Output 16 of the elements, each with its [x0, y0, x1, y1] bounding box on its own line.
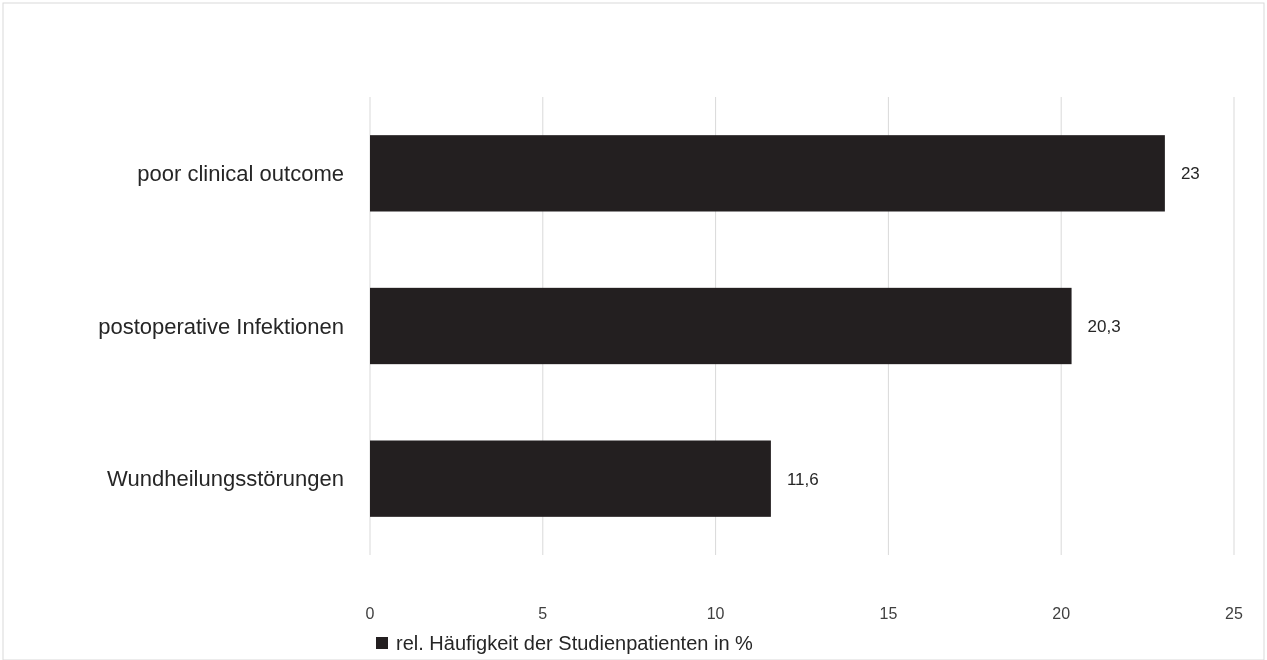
x-tick-label: 20 — [1052, 605, 1071, 622]
bar — [370, 440, 771, 517]
data-label: 23 — [1180, 164, 1200, 184]
x-tick-label: 15 — [879, 605, 898, 622]
y-tick-label: poor clinical outcome — [137, 161, 344, 187]
data-label: 11,6 — [786, 469, 819, 489]
legend-label: rel. Häufigkeit der Studienpatienten in % — [396, 632, 754, 654]
x-tick-label: 10 — [706, 605, 725, 622]
x-tick-label: 0 — [365, 605, 375, 622]
x-tick-label: 25 — [1225, 605, 1243, 622]
x-tick-label: 5 — [538, 605, 548, 622]
bar — [370, 287, 1072, 365]
y-tick-label: postoperative Infektionen — [98, 313, 344, 339]
y-tick-label: Wundheilungsstörungen — [107, 466, 344, 492]
data-label: 20,3 — [1087, 316, 1121, 336]
bar — [370, 135, 1165, 212]
